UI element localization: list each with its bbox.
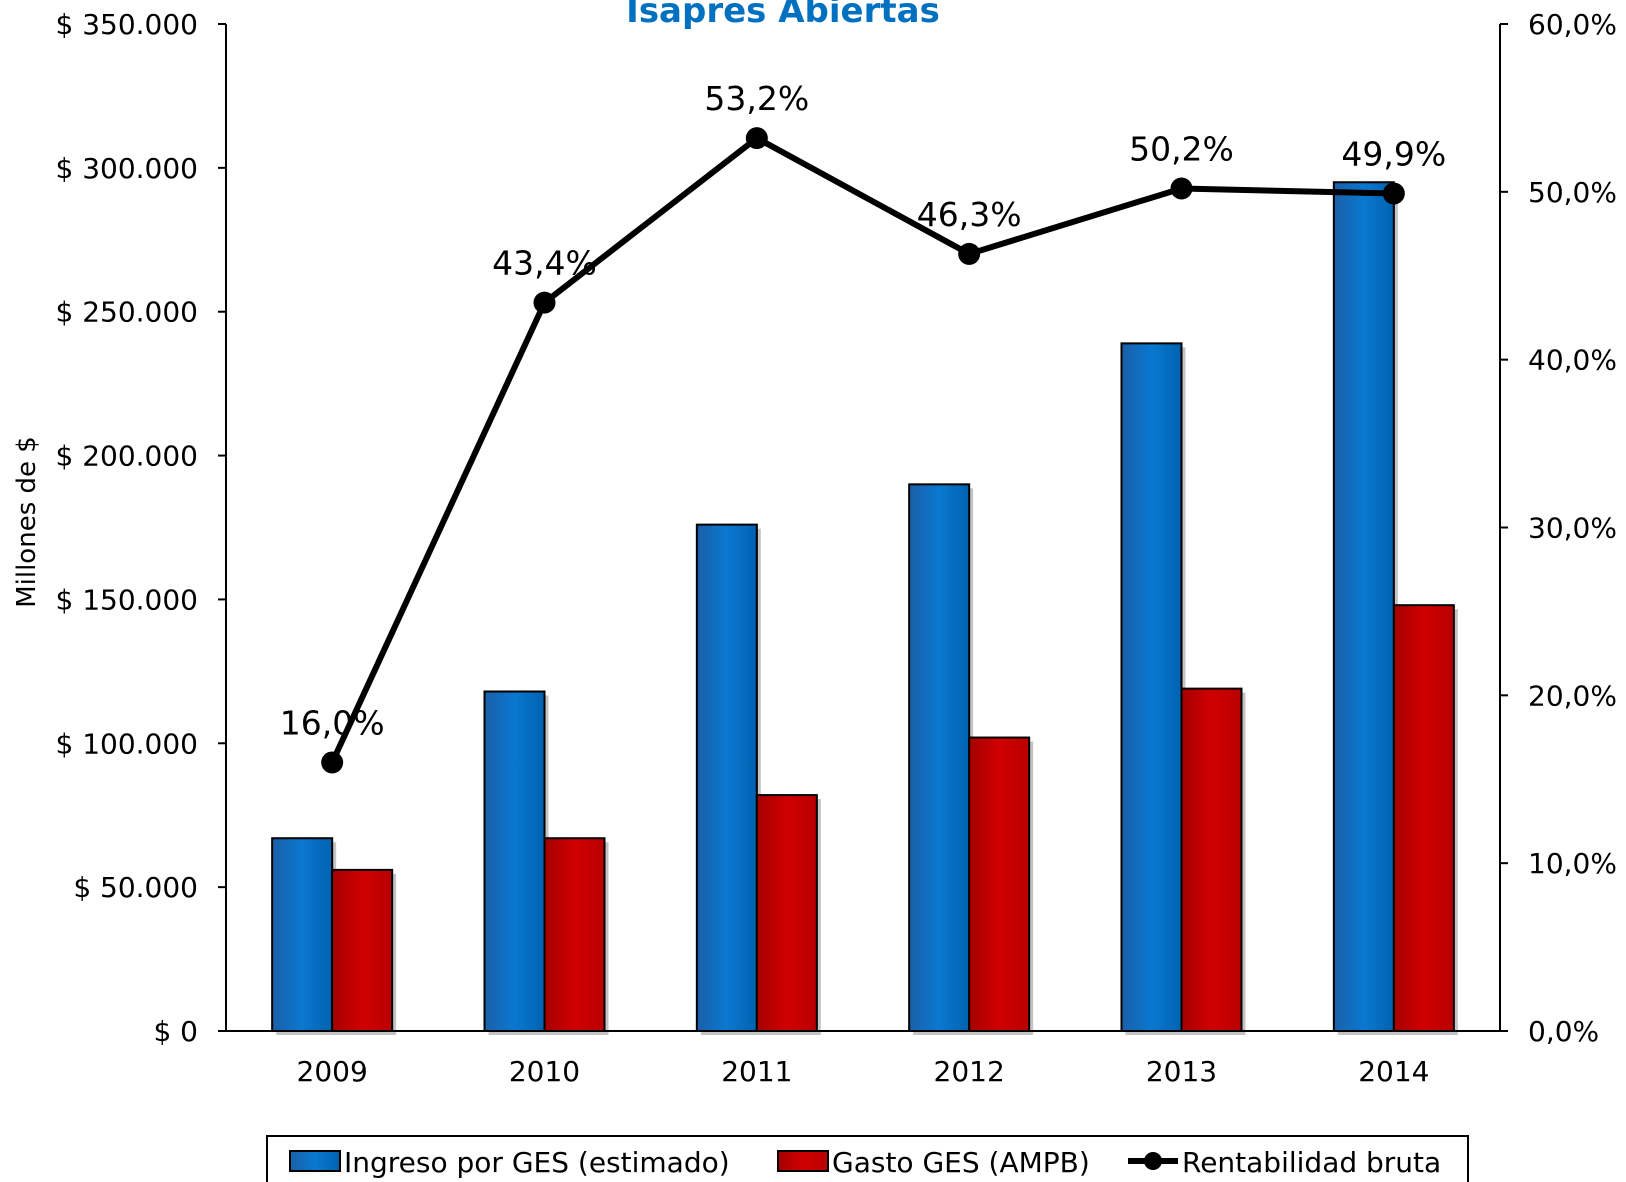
chart-title: Isapres Abiertas xyxy=(626,0,940,31)
x-tick-label: 2010 xyxy=(509,1055,580,1088)
y2-tick-label: 40,0% xyxy=(1528,344,1617,377)
legend-marker-rentabilidad xyxy=(1144,1152,1162,1170)
y2-tick-label: 30,0% xyxy=(1528,512,1617,545)
x-tick-label: 2011 xyxy=(721,1055,792,1088)
rentabilidad-point xyxy=(745,127,768,150)
bar-gasto xyxy=(1392,604,1455,1032)
x-tick-label: 2009 xyxy=(297,1055,368,1088)
y2-tick-label: 60,0% xyxy=(1528,8,1617,41)
bar-ingreso xyxy=(908,483,971,1033)
bar-gasto xyxy=(331,868,394,1032)
y-tick-label: $ 300.000 xyxy=(55,152,198,185)
rentabilidad-label: 53,2% xyxy=(704,79,809,118)
y-tick-label: $ 350.000 xyxy=(55,8,198,41)
rentabilidad-label: 49,9% xyxy=(1341,135,1446,174)
legend-label-gasto: Gasto GES (AMPB) xyxy=(832,1146,1090,1179)
bar-gasto xyxy=(1180,687,1243,1032)
y-tick-label: $ 50.000 xyxy=(73,871,198,904)
bar-gasto xyxy=(968,736,1031,1032)
bar-gasto xyxy=(543,837,606,1033)
rentabilidad-point xyxy=(958,242,981,265)
rentabilidad-point xyxy=(1170,177,1193,200)
x-tick-label: 2012 xyxy=(934,1055,1005,1088)
bar-ingreso xyxy=(695,523,758,1032)
x-tick-label: 2014 xyxy=(1358,1055,1429,1088)
rentabilidad-point xyxy=(1382,182,1405,205)
legend: Ingreso por GES (estimado) Gasto GES (AM… xyxy=(266,1135,1469,1182)
y2-tick-label: 20,0% xyxy=(1528,679,1617,712)
y-tick-label: $ 150.000 xyxy=(55,583,198,616)
bar-ingreso xyxy=(271,837,334,1033)
x-tick-label: 2013 xyxy=(1146,1055,1217,1088)
rentabilidad-point xyxy=(533,291,556,314)
rentabilidad-point xyxy=(321,751,344,774)
legend-swatch-ingreso xyxy=(289,1150,341,1172)
y-axis-label: Millones de $ xyxy=(12,436,42,608)
bar-ingreso xyxy=(1120,342,1183,1032)
rentabilidad-label: 50,2% xyxy=(1129,129,1234,168)
legend-label-ingreso: Ingreso por GES (estimado) xyxy=(344,1146,730,1179)
y-tick-label: $ 100.000 xyxy=(55,727,198,760)
bar-ingreso xyxy=(483,690,546,1032)
rentabilidad-label: 16,0% xyxy=(280,703,385,742)
legend-swatch-gasto xyxy=(777,1150,829,1172)
y-tick-label: $ 250.000 xyxy=(55,296,198,329)
y2-tick-label: 10,0% xyxy=(1528,847,1617,880)
rentabilidad-label: 46,3% xyxy=(917,195,1022,234)
bars xyxy=(271,181,1458,1035)
y-tick-label: $ 0 xyxy=(153,1015,198,1048)
legend-label-rentabilidad: Rentabilidad bruta xyxy=(1182,1146,1441,1179)
y-axis-ticks: $ 0 $ 50.000 $ 100.000 $ 150.000 $ 200.000 $ … xyxy=(55,8,226,1048)
line-series: 16,0% 43,4% 53,2% 46,3% 50,2% 49,9% xyxy=(280,79,1446,774)
legend-box xyxy=(266,1135,1469,1182)
y2-tick-label: 0,0% xyxy=(1528,1015,1599,1048)
y2-axis-ticks: 0,0% 10,0% 20,0% 30,0% 40,0% 50,0% 60,0% xyxy=(1500,8,1617,1048)
y2-tick-label: 50,0% xyxy=(1528,176,1617,209)
rentabilidad-label: 43,4% xyxy=(492,244,597,283)
category-labels: 2009 2010 2011 2012 2013 2014 xyxy=(297,1055,1430,1088)
axes xyxy=(225,24,1501,1032)
bar-ingreso xyxy=(1332,181,1395,1032)
rentabilidad-line xyxy=(329,135,1394,764)
y-tick-label: $ 200.000 xyxy=(55,440,198,473)
bar-gasto xyxy=(755,794,818,1032)
